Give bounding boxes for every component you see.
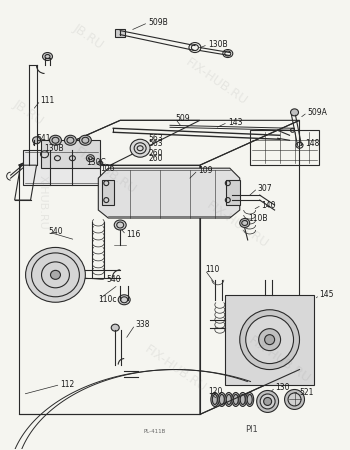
Text: 509: 509: [175, 114, 190, 123]
Ellipse shape: [111, 324, 119, 331]
Polygon shape: [98, 168, 240, 218]
Text: 106: 106: [100, 164, 115, 173]
Text: 130B: 130B: [44, 144, 64, 153]
Text: FIX-HUB.RU: FIX-HUB.RU: [183, 55, 250, 108]
Text: 116: 116: [126, 230, 141, 239]
Polygon shape: [23, 150, 100, 185]
Ellipse shape: [260, 394, 275, 409]
Text: 143: 143: [228, 118, 242, 127]
Text: 130B: 130B: [208, 40, 228, 49]
Text: 130: 130: [275, 383, 290, 392]
Text: Pl1: Pl1: [245, 425, 258, 434]
Text: 120: 120: [208, 387, 222, 396]
Ellipse shape: [285, 390, 304, 410]
Text: 145: 145: [320, 290, 334, 299]
Ellipse shape: [64, 135, 76, 145]
Ellipse shape: [240, 310, 300, 369]
Bar: [225, 295, 314, 384]
Ellipse shape: [79, 135, 91, 145]
Text: FIX-HUB.RU: FIX-HUB.RU: [204, 199, 271, 251]
Ellipse shape: [49, 135, 62, 145]
Text: FIX-HUB.RU: FIX-HUB.RU: [246, 333, 313, 386]
Ellipse shape: [239, 392, 247, 406]
Text: 509A: 509A: [307, 108, 327, 117]
Ellipse shape: [246, 316, 294, 364]
Ellipse shape: [130, 139, 150, 157]
Ellipse shape: [211, 392, 219, 406]
Bar: [102, 180, 114, 205]
Ellipse shape: [257, 391, 279, 412]
Text: JB.RU: JB.RU: [70, 22, 106, 52]
Ellipse shape: [259, 328, 281, 351]
Ellipse shape: [43, 53, 52, 60]
Text: FIX-HUB.RU: FIX-HUB.RU: [72, 145, 139, 197]
Text: PL-411B: PL-411B: [144, 429, 166, 434]
Ellipse shape: [246, 392, 254, 406]
Text: 540: 540: [49, 228, 63, 237]
Text: 140: 140: [262, 201, 276, 210]
Bar: [226, 180, 240, 205]
Text: FIX-HUB.RU: FIX-HUB.RU: [142, 342, 208, 395]
Text: 521: 521: [300, 388, 314, 397]
Ellipse shape: [240, 219, 250, 228]
Text: 110c: 110c: [98, 295, 117, 304]
Text: 563: 563: [148, 139, 163, 148]
Ellipse shape: [218, 392, 226, 406]
Text: JB.RU: JB.RU: [11, 98, 46, 128]
Text: 541: 541: [36, 134, 51, 143]
Text: 110B: 110B: [248, 213, 267, 222]
Ellipse shape: [50, 270, 61, 279]
Ellipse shape: [264, 397, 272, 405]
Ellipse shape: [288, 393, 301, 406]
Ellipse shape: [225, 392, 233, 406]
Text: 148: 148: [306, 139, 320, 148]
Text: 130C: 130C: [86, 158, 106, 166]
Text: 307: 307: [258, 184, 272, 193]
Ellipse shape: [33, 137, 41, 144]
Ellipse shape: [26, 248, 85, 302]
Text: 260: 260: [148, 154, 163, 163]
Text: 338: 338: [135, 320, 150, 329]
Ellipse shape: [290, 109, 299, 116]
Text: 109: 109: [198, 166, 212, 175]
Text: X-HUB.RU: X-HUB.RU: [37, 175, 48, 230]
Ellipse shape: [86, 155, 94, 162]
Text: 112: 112: [61, 380, 75, 389]
Text: 260: 260: [148, 148, 163, 157]
Text: 110: 110: [205, 266, 219, 274]
Ellipse shape: [114, 220, 126, 230]
Ellipse shape: [118, 295, 130, 305]
Text: 563: 563: [148, 134, 163, 143]
Text: 540: 540: [106, 275, 121, 284]
Text: 111: 111: [41, 96, 55, 105]
Bar: [41, 140, 100, 168]
Text: 509B: 509B: [148, 18, 168, 27]
Ellipse shape: [232, 392, 240, 406]
Ellipse shape: [265, 335, 275, 345]
Bar: [115, 29, 125, 36]
